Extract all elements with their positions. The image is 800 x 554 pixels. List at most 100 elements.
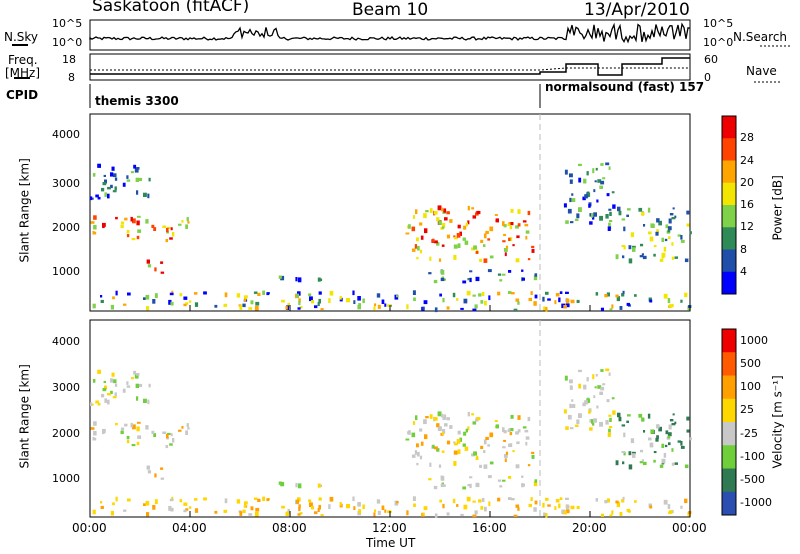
velocity-pixel <box>154 473 157 478</box>
power-pixel <box>412 215 416 219</box>
velocity-pixel <box>600 513 604 517</box>
power-pixel <box>476 210 481 215</box>
velocity-pixel <box>239 511 243 516</box>
power-panel-frame <box>89 113 691 312</box>
power-pixel <box>453 235 456 238</box>
velocity-pixel <box>648 437 652 441</box>
power-colorbar-tick: 12 <box>740 220 754 234</box>
velocity-pixel <box>146 465 150 470</box>
power-pixel <box>102 222 106 227</box>
power-pixel <box>508 237 511 241</box>
power-pixel <box>134 168 139 173</box>
velocity-pixel <box>446 417 450 421</box>
velocity-pixel <box>396 501 399 504</box>
power-pixel <box>243 295 248 299</box>
velocity-pixel <box>505 451 509 455</box>
velocity-pixel <box>671 509 674 514</box>
velocity-pixel <box>262 496 265 501</box>
velocity-pixel <box>602 383 606 386</box>
power-pixel <box>253 291 258 294</box>
power-pixel <box>474 304 478 309</box>
power-pixel <box>600 163 604 166</box>
velocity-pixel <box>136 396 139 401</box>
power-pixel <box>472 294 476 297</box>
power-pixel <box>143 192 147 197</box>
velocity-pixel <box>254 511 259 517</box>
power-pixel <box>643 224 646 227</box>
velocity-pixel <box>649 442 654 448</box>
power-pixel <box>689 231 692 235</box>
velocity-pixel <box>339 502 342 506</box>
power-pixel <box>257 292 261 296</box>
power-pixel <box>591 213 594 218</box>
power-pixel <box>122 182 126 187</box>
power-pixel <box>578 207 582 212</box>
power-pixel <box>628 258 633 264</box>
power-pixel <box>621 293 625 297</box>
velocity-pixel <box>497 497 501 502</box>
power-pixel <box>145 219 149 224</box>
power-pixel <box>528 297 532 302</box>
velocity-colorbar-frame <box>721 328 737 516</box>
velocity-pixel <box>113 379 117 384</box>
velocity-pixel <box>181 426 184 429</box>
velocity-pixel <box>449 425 453 429</box>
power-pixel <box>457 243 461 248</box>
velocity-pixel <box>510 414 514 419</box>
velocity-pixel <box>578 413 582 418</box>
velocity-pixel <box>509 443 513 448</box>
power-pixel <box>669 304 673 308</box>
power-pixel <box>510 208 514 213</box>
power-pixel <box>502 273 506 276</box>
velocity-pixel <box>608 428 611 433</box>
nave-tick-low: 0 <box>704 71 711 84</box>
velocity-pixel <box>565 426 569 430</box>
power-pixel <box>507 291 512 294</box>
velocity-pixel <box>433 417 438 421</box>
velocity-pixel <box>93 430 97 436</box>
power-pixel <box>668 218 672 224</box>
velocity-colorbar-tick: 100 <box>740 380 761 394</box>
velocity-pixel <box>373 512 376 517</box>
power-pixel <box>608 166 611 170</box>
velocity-pixel <box>628 464 633 470</box>
power-pixel <box>194 302 199 307</box>
power-pixel <box>571 193 574 196</box>
power-pixel <box>596 199 599 203</box>
velocity-pixel <box>517 507 520 511</box>
power-pixel <box>626 214 629 217</box>
power-pixel <box>413 297 416 301</box>
power-pixel <box>317 302 320 306</box>
power-pixel <box>595 292 599 296</box>
velocity-pixel <box>515 504 520 508</box>
velocity-pixel <box>441 413 444 418</box>
power-pixel <box>112 296 115 300</box>
velocity-pixel <box>531 451 535 454</box>
power-pixel <box>183 296 188 300</box>
power-pixel <box>592 216 595 220</box>
velocity-pixel <box>634 500 637 503</box>
power-pixel <box>503 224 507 228</box>
power-pixel <box>686 210 690 215</box>
power-pixel <box>530 291 533 295</box>
power-pixel <box>639 255 643 258</box>
power-pixel <box>588 203 591 208</box>
power-pixel <box>113 173 117 178</box>
velocity-pixel <box>408 430 411 435</box>
velocity-pixel <box>162 431 167 434</box>
power-colorbar-tick: 16 <box>740 198 754 211</box>
velocity-pixel <box>110 510 114 516</box>
power-pixel <box>422 306 425 310</box>
velocity-pixel <box>107 392 111 396</box>
velocity-pixel <box>489 461 494 465</box>
power-pixel <box>406 304 409 310</box>
power-pixel <box>605 162 610 166</box>
velocity-pixel <box>130 422 133 428</box>
velocity-pixel <box>566 504 570 510</box>
velocity-pixel <box>674 462 678 465</box>
power-pixel <box>628 245 632 250</box>
power-pixel <box>446 211 450 215</box>
power-pixel <box>480 300 484 304</box>
power-pixel <box>516 235 520 239</box>
power-pixel <box>416 245 420 251</box>
